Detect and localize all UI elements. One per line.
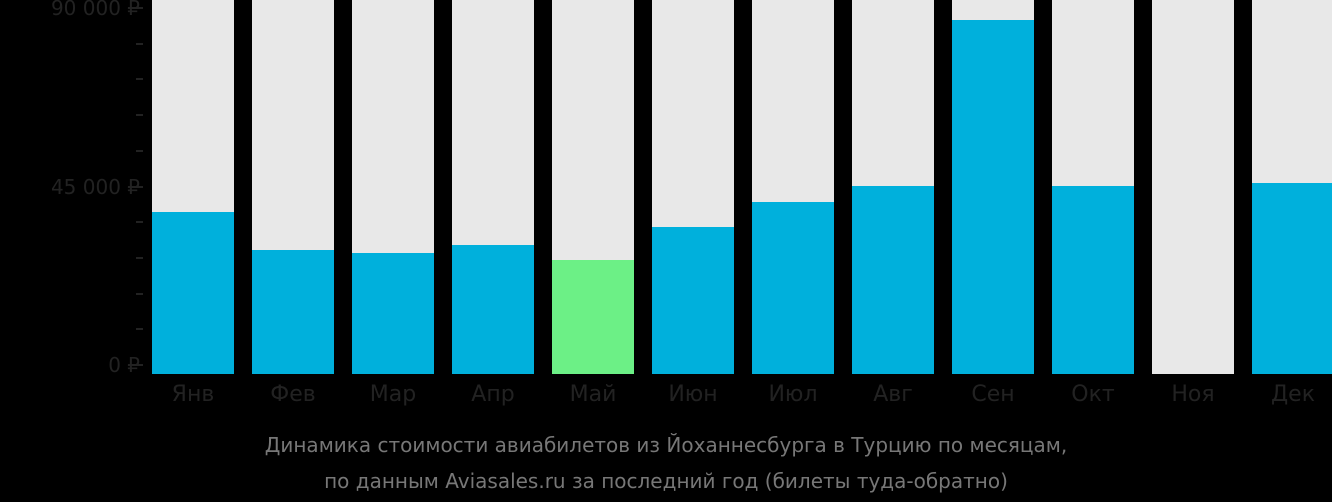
bar-Ноя[interactable] — [1152, 0, 1234, 374]
bar-value-fill — [652, 226, 734, 374]
x-axis-label: Дек — [1270, 382, 1315, 407]
y-axis-minor-tick — [136, 114, 143, 117]
x-axis-label: Сен — [971, 382, 1015, 407]
y-axis-minor-tick — [136, 292, 143, 295]
bar-Май[interactable] — [552, 0, 634, 374]
bar-value-fill — [252, 249, 334, 374]
y-axis-major-tick — [128, 7, 143, 9]
bar-value-fill — [1052, 186, 1134, 374]
x-axis-label: Май — [569, 382, 617, 407]
bar-Дек[interactable] — [1252, 0, 1332, 374]
bar-value-fill — [1252, 182, 1332, 374]
x-axis-label: Июл — [768, 382, 818, 407]
y-axis-label: 90 000 ₽ — [50, 0, 140, 20]
bar-Сен[interactable] — [952, 0, 1034, 374]
x-axis-label: Окт — [1071, 382, 1115, 407]
bar-Фев[interactable] — [252, 0, 334, 374]
x-axis-label: Апр — [471, 382, 515, 407]
bar-value-fill — [552, 259, 634, 374]
bar-Июл[interactable] — [752, 0, 834, 374]
x-axis-label: Янв — [171, 382, 215, 407]
bar-Янв[interactable] — [152, 0, 234, 374]
y-axis-minor-tick — [136, 149, 143, 152]
chart-caption-line2: по данным Aviasales.ru за последний год … — [324, 469, 1008, 493]
y-axis-minor-tick — [136, 42, 143, 45]
y-axis-minor-tick — [136, 78, 143, 81]
x-axis-label: Авг — [873, 382, 913, 407]
chart-caption-line1: Динамика стоимости авиабилетов из Йоханн… — [264, 433, 1068, 457]
y-axis-major-tick — [128, 185, 143, 188]
bar-Апр[interactable] — [452, 0, 534, 374]
bar-value-fill — [452, 245, 534, 374]
bar-value-fill — [952, 19, 1034, 374]
y-axis-minor-tick — [136, 328, 143, 331]
bar-Окт[interactable] — [1052, 0, 1134, 374]
x-axis-label: Фев — [270, 382, 316, 407]
y-axis-major-tick — [128, 364, 143, 366]
bar-Июн[interactable] — [652, 0, 734, 374]
bar-value-fill — [852, 186, 934, 374]
bar-value-fill — [152, 211, 234, 374]
y-axis-label: 45 000 ₽ — [50, 174, 140, 199]
x-axis-label: Июн — [668, 382, 718, 407]
bar-Авг[interactable] — [852, 0, 934, 374]
bar-value-fill — [352, 253, 434, 374]
bar-value-fill — [752, 201, 834, 374]
y-axis-minor-tick — [136, 221, 143, 224]
y-axis-label: 0 ₽ — [108, 353, 140, 377]
x-axis-label: Ноя — [1171, 382, 1215, 407]
bar-Мар[interactable] — [352, 0, 434, 374]
x-axis-label: Мар — [369, 382, 417, 407]
y-axis-minor-tick — [136, 256, 143, 259]
